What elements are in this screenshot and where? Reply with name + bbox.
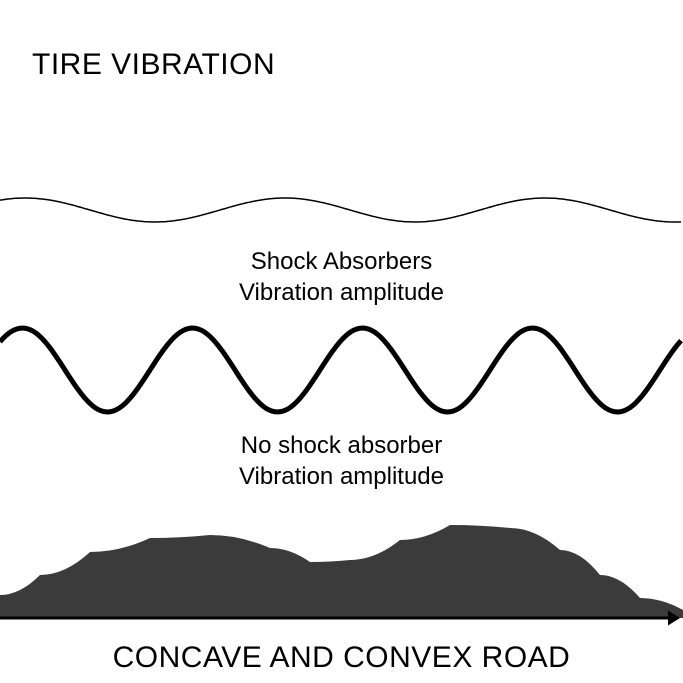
road-profile [0, 525, 683, 618]
diagram-title: TIRE VIBRATION [32, 48, 275, 82]
label-no-absorber: No shock absorber Vibration amplitude [0, 430, 683, 492]
label-with-absorber-line1: Shock Absorbers [251, 248, 432, 275]
wave-no-absorber [0, 313, 683, 427]
wave-with-absorber-path [0, 198, 681, 222]
wave-no-absorber-path [0, 328, 681, 412]
axis-arrowhead [668, 611, 680, 626]
label-no-absorber-line2: Vibration amplitude [239, 463, 444, 490]
label-no-absorber-line1: No shock absorber [241, 432, 442, 459]
wave-with-absorber [0, 188, 683, 232]
label-with-absorber: Shock Absorbers Vibration amplitude [0, 246, 683, 308]
label-with-absorber-line2: Vibration amplitude [239, 279, 444, 306]
bottom-label: CONCAVE AND CONVEX ROAD [0, 638, 683, 677]
